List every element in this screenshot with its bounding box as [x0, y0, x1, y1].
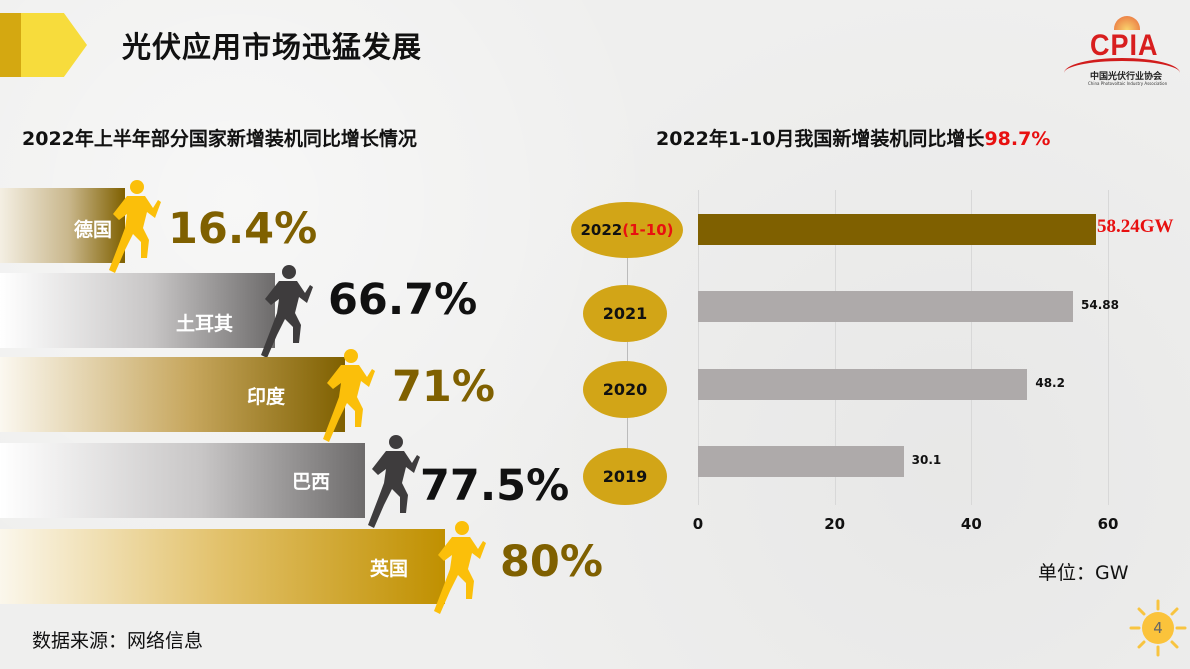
country-label: 印度 — [247, 386, 286, 408]
country-label: 德国 — [74, 219, 113, 241]
year-label: 2020 — [602, 380, 648, 399]
year-label: 2021 — [602, 304, 648, 323]
year-ellipse: 2019 — [583, 448, 667, 505]
x-axis-tick: 60 — [1097, 515, 1119, 533]
runner-icon — [255, 263, 313, 358]
header-accent-bar — [0, 13, 21, 77]
country-bar — [0, 529, 445, 604]
installation-bar — [698, 446, 904, 477]
growth-value: 80% — [500, 537, 603, 587]
runner-icon — [362, 433, 420, 528]
year-label: 2022 — [580, 221, 623, 239]
page-title: 光伏应用市场迅猛发展 — [122, 30, 423, 64]
year-ellipse: 2020 — [583, 361, 667, 418]
x-axis-tick: 40 — [960, 515, 982, 533]
bar-value-label: 54.88 — [1081, 298, 1119, 312]
country-bar — [0, 273, 275, 348]
country-label: 英国 — [370, 558, 409, 580]
growth-value: 16.4% — [168, 204, 318, 254]
runner-icon — [317, 347, 375, 442]
year-label: 2019 — [602, 467, 648, 486]
growth-value: 71% — [392, 362, 495, 412]
data-source: 数据来源：网络信息 — [32, 630, 204, 652]
bar-value-label: 30.1 — [911, 453, 942, 467]
bar-value-label: 48.2 — [1035, 376, 1065, 390]
country-label: 土耳其 — [176, 313, 234, 335]
growth-value: 66.7% — [328, 275, 478, 325]
logo-arc — [1064, 58, 1180, 88]
runner-icon — [428, 519, 486, 614]
country-bar — [0, 357, 345, 432]
year-suffix: (1-10) — [622, 221, 674, 239]
page-number-badge: 4 — [1128, 598, 1188, 658]
installation-bar — [698, 291, 1073, 322]
country-bar — [0, 188, 125, 263]
gridline — [698, 190, 699, 505]
right-title-prefix: 2022年1-10月我国新增装机同比增长 — [656, 128, 985, 150]
page-number: 4 — [1153, 619, 1163, 637]
growth-value: 77.5% — [420, 461, 570, 511]
runner-icon — [103, 178, 161, 273]
right-title-highlight: 98.7% — [984, 128, 1051, 150]
logo-cn-name: 中国光伏行业协会 — [1090, 72, 1163, 82]
bar-value-label: 58.24GW — [1096, 216, 1174, 237]
gridline — [835, 190, 836, 505]
logo-sun-icon — [1114, 16, 1140, 30]
x-axis-tick: 20 — [824, 515, 846, 533]
x-axis-tick: 0 — [692, 515, 704, 533]
logo-en-name: China Photovoltaic Industry Association — [1088, 81, 1168, 86]
right-chart-title: 2022年1-10月我国新增装机同比增长98.7% — [656, 124, 1050, 151]
sun-icon — [1129, 599, 1187, 657]
installation-bar — [698, 369, 1028, 400]
left-chart-title: 2022年上半年部分国家新增装机同比增长情况 — [22, 128, 417, 150]
gridline — [1108, 190, 1109, 505]
cpia-logo: CPIA 中国光伏行业协会 China Photovoltaic Industr… — [1060, 14, 1184, 90]
installation-bar — [698, 214, 1096, 245]
logo-text: CPIA — [1090, 28, 1159, 62]
header-arrow-icon — [21, 13, 87, 77]
country-label: 巴西 — [292, 471, 331, 493]
country-bar — [0, 443, 365, 518]
year-ellipse: 2022 (1-10) — [571, 202, 683, 258]
year-ellipse: 2021 — [583, 285, 667, 342]
unit-label: 单位：GW — [1038, 562, 1129, 584]
gridline — [971, 190, 972, 505]
